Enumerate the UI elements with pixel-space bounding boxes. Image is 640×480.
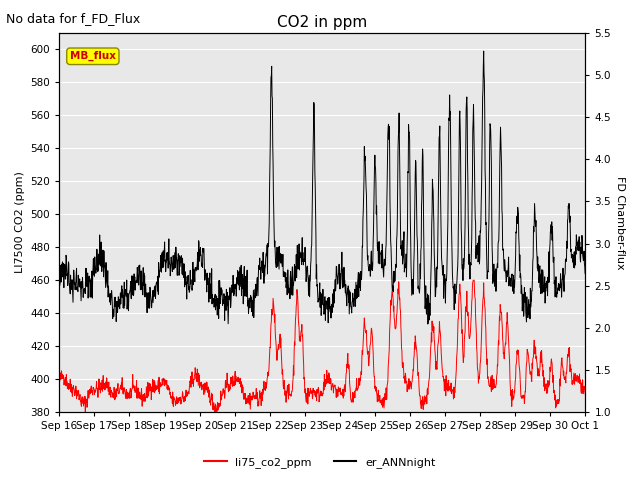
Text: No data for f_FD_Flux: No data for f_FD_Flux — [6, 12, 141, 25]
Title: CO2 in ppm: CO2 in ppm — [277, 15, 367, 30]
Text: MB_flux: MB_flux — [70, 51, 116, 61]
Legend: li75_co2_ppm, er_ANNnight: li75_co2_ppm, er_ANNnight — [200, 452, 440, 472]
Y-axis label: LI7500 CO2 (ppm): LI7500 CO2 (ppm) — [15, 171, 25, 274]
Y-axis label: FD Chamber-flux: FD Chamber-flux — [615, 176, 625, 269]
